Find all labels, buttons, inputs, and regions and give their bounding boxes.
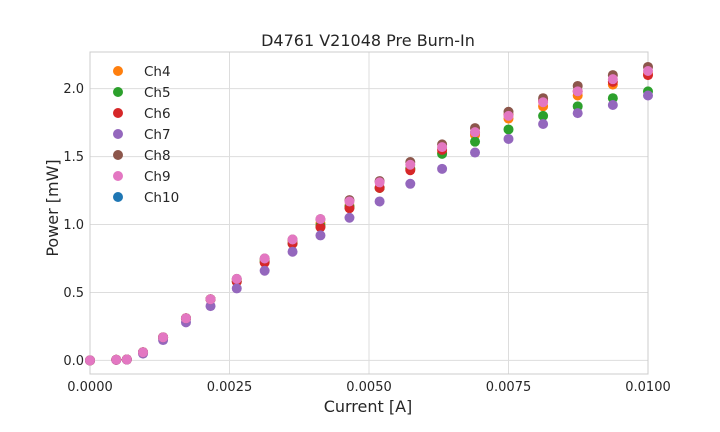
data-point bbox=[344, 196, 355, 207]
legend-item-ch8: Ch8 bbox=[113, 148, 171, 164]
data-point bbox=[231, 273, 242, 284]
data-point bbox=[259, 253, 270, 264]
y-tick-label: 2.0 bbox=[63, 82, 84, 97]
legend-label: Ch10 bbox=[144, 190, 179, 206]
legend-marker bbox=[113, 108, 123, 118]
grid bbox=[89, 52, 649, 374]
data-point bbox=[538, 119, 549, 130]
data-point bbox=[470, 147, 481, 158]
legend-label: Ch4 bbox=[144, 64, 171, 80]
data-point bbox=[205, 294, 216, 305]
legend-item-ch4: Ch4 bbox=[113, 64, 171, 80]
data-point bbox=[158, 332, 169, 343]
x-tick-label: 0.0075 bbox=[486, 380, 532, 395]
data-point bbox=[138, 347, 149, 358]
x-tick-label: 0.0100 bbox=[625, 380, 671, 395]
y-tick-label: 0.5 bbox=[63, 286, 84, 301]
y-tick-label: 0.0 bbox=[63, 354, 84, 369]
legend-item-ch7: Ch7 bbox=[113, 127, 171, 143]
data-point bbox=[85, 355, 95, 366]
legend: Ch4 Ch5 Ch6 Ch7 Ch8 Ch9 Ch10 bbox=[113, 64, 179, 206]
legend-label: Ch5 bbox=[144, 85, 171, 101]
legend-item-ch10: Ch10 bbox=[113, 190, 179, 206]
legend-label: Ch9 bbox=[144, 169, 171, 185]
legend-marker bbox=[113, 171, 123, 181]
data-point bbox=[315, 222, 326, 233]
data-point bbox=[503, 110, 514, 121]
data-point bbox=[437, 163, 448, 174]
data-point bbox=[437, 142, 448, 153]
x-tick-label: 0.0025 bbox=[207, 380, 253, 395]
data-point bbox=[643, 90, 653, 101]
data-point bbox=[315, 230, 326, 241]
data-point bbox=[405, 178, 416, 189]
legend-marker bbox=[113, 129, 123, 139]
data-point bbox=[111, 354, 122, 365]
legend-label: Ch6 bbox=[144, 106, 171, 122]
data-point bbox=[315, 214, 326, 225]
data-point bbox=[374, 196, 385, 207]
legend-marker bbox=[113, 66, 123, 76]
legend-label: Ch8 bbox=[144, 148, 171, 164]
x-tick-label: 0.0050 bbox=[346, 380, 392, 395]
y-axis-label: Power [mW] bbox=[43, 159, 62, 256]
legend-item-ch9: Ch9 bbox=[113, 169, 171, 185]
data-point bbox=[180, 313, 191, 324]
legend-label: Ch7 bbox=[144, 127, 171, 143]
data-point bbox=[231, 283, 242, 294]
data-point bbox=[121, 354, 132, 365]
y-tick-label: 1.0 bbox=[63, 218, 84, 233]
x-tick-labels: 0.0000 0.0025 0.0050 0.0075 0.0100 bbox=[67, 380, 671, 395]
legend-marker bbox=[113, 192, 123, 202]
data-point bbox=[344, 212, 355, 223]
data-point bbox=[572, 86, 583, 97]
series-ch9 bbox=[85, 66, 653, 366]
data-point bbox=[572, 108, 583, 119]
data-point bbox=[405, 159, 416, 170]
legend-marker bbox=[113, 150, 123, 160]
data-point bbox=[538, 97, 549, 108]
data-points bbox=[85, 61, 653, 366]
data-point bbox=[259, 265, 270, 276]
data-point bbox=[503, 133, 514, 144]
data-point bbox=[503, 124, 514, 135]
data-point bbox=[607, 99, 618, 110]
y-tick-labels: 0.0 0.5 1.0 1.5 2.0 bbox=[63, 82, 84, 369]
data-point bbox=[607, 74, 618, 85]
data-point bbox=[287, 246, 298, 257]
chart-title: D4761 V21048 Pre Burn-In bbox=[261, 31, 475, 50]
data-point bbox=[643, 66, 653, 77]
data-point bbox=[538, 110, 549, 121]
data-point bbox=[374, 177, 385, 188]
data-point bbox=[287, 234, 298, 245]
x-axis-label: Current [A] bbox=[324, 397, 413, 416]
data-point bbox=[470, 127, 481, 138]
plot-frame bbox=[89, 51, 649, 375]
y-tick-label: 1.5 bbox=[63, 150, 84, 165]
x-tick-label: 0.0000 bbox=[67, 380, 113, 395]
legend-item-ch5: Ch5 bbox=[113, 85, 171, 101]
data-point bbox=[470, 136, 481, 147]
legend-item-ch6: Ch6 bbox=[113, 106, 171, 122]
legend-marker bbox=[113, 87, 123, 97]
